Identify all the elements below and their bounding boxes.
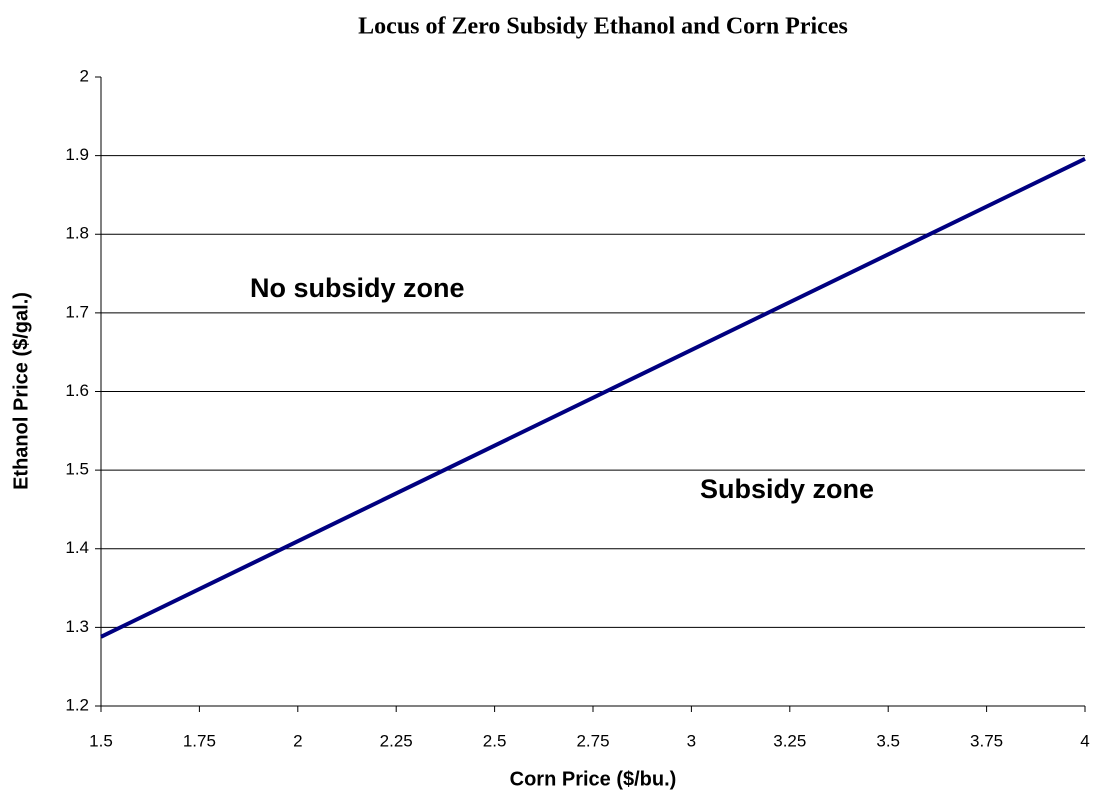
y-tick-label: 1.2: [65, 695, 89, 714]
x-tick-label: 2: [293, 731, 302, 750]
y-tick-label: 1.3: [65, 617, 89, 636]
x-tick-label: 3.5: [876, 731, 900, 750]
chart-title: Locus of Zero Subsidy Ethanol and Corn P…: [358, 14, 848, 40]
x-tick-label: 3.25: [773, 731, 806, 750]
x-tick-label: 1.75: [183, 731, 216, 750]
y-tick-label: 1.7: [65, 302, 89, 321]
x-tick-label: 4: [1080, 731, 1089, 750]
annotation: Subsidy zone: [700, 474, 874, 504]
annotation: No subsidy zone: [250, 273, 465, 303]
y-axis-title: Ethanol Price ($/gal.): [10, 292, 32, 490]
x-tick-label: 1.5: [89, 731, 113, 750]
y-tick-label: 1.8: [65, 224, 89, 243]
y-tick-label: 2: [80, 66, 89, 85]
x-tick-label: 2.5: [483, 731, 507, 750]
x-tick-label: 2.25: [380, 731, 413, 750]
data-line: [100, 156, 1086, 639]
y-tick-label: 1.6: [65, 381, 89, 400]
x-axis-title: Corn Price ($/bu.): [510, 768, 677, 790]
x-tick-label: 2.75: [576, 731, 609, 750]
y-tick-label: 1.4: [65, 538, 89, 557]
y-tick-label: 1.5: [65, 460, 89, 479]
x-tick-label: 3.75: [970, 731, 1003, 750]
x-tick-label: 3: [687, 731, 696, 750]
y-tick-label: 1.9: [65, 145, 89, 164]
